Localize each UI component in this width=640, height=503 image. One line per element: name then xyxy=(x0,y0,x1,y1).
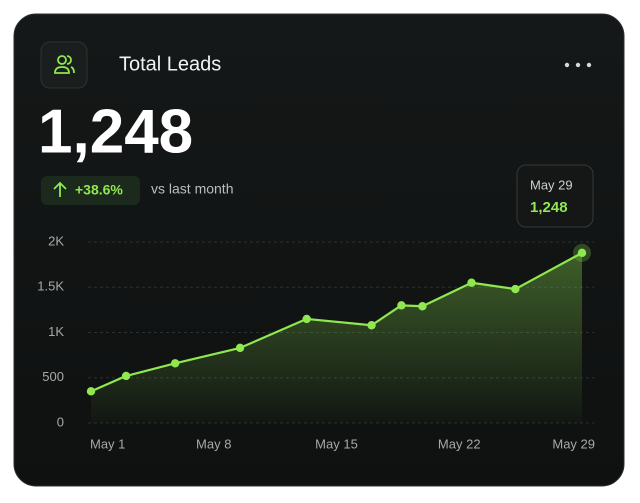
x-tick-label: May 22 xyxy=(438,436,481,451)
point xyxy=(577,248,587,258)
comparison: vs last month xyxy=(151,181,233,197)
point xyxy=(467,278,476,287)
point xyxy=(302,314,311,324)
big-value: 1,248 xyxy=(38,97,193,166)
y-tick-label: 2K xyxy=(48,233,64,248)
icon-box xyxy=(40,41,88,89)
x-tick-label: May 29 xyxy=(552,436,595,451)
x-tick-label: May 1 xyxy=(90,436,125,451)
y-tick-label: 0 xyxy=(57,414,64,429)
point xyxy=(86,387,96,396)
point xyxy=(367,321,376,330)
y-tick-label: 1K xyxy=(48,324,64,339)
point xyxy=(397,301,406,310)
point xyxy=(418,302,427,311)
point xyxy=(235,343,245,353)
tooltip xyxy=(516,164,594,228)
users-icon xyxy=(54,55,75,74)
tooltip-value: 1,248 xyxy=(530,199,568,216)
change: +38.6% xyxy=(75,182,123,198)
y-tick-label: 500 xyxy=(42,369,64,384)
x-tick-label: May 15 xyxy=(315,436,358,451)
more-button[interactable] xyxy=(564,62,592,68)
point xyxy=(121,371,131,381)
up-arrow xyxy=(53,181,67,197)
y-tick-label: 1.5K xyxy=(37,279,64,294)
area-fill xyxy=(91,252,582,423)
point xyxy=(511,284,520,294)
x-tick-label: May 8 xyxy=(196,436,231,451)
title: Total Leads xyxy=(119,53,221,75)
point xyxy=(170,359,180,368)
tooltip-date: May 29 xyxy=(530,177,573,192)
change-badge xyxy=(41,176,140,205)
